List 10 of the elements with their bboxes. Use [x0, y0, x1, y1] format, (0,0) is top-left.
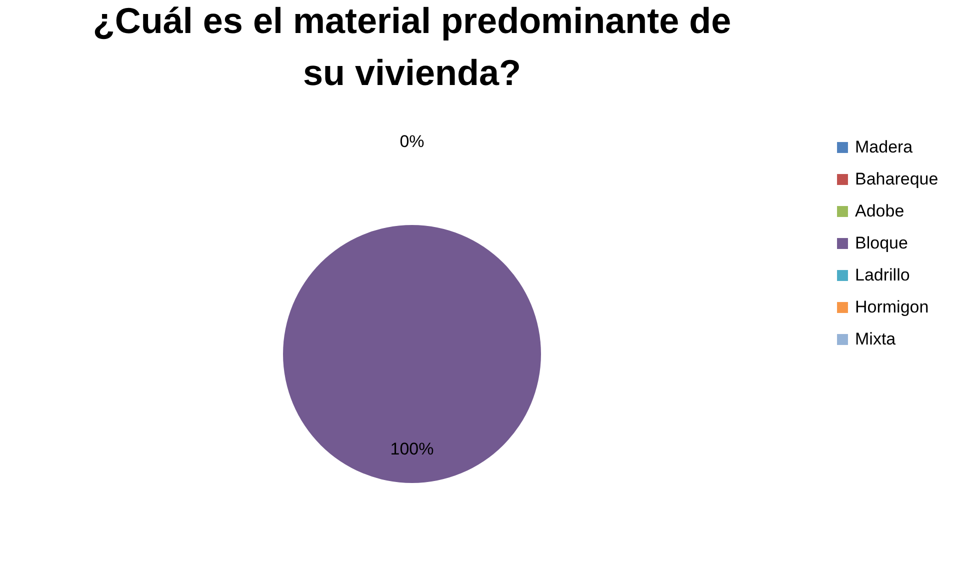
- data-label: 100%: [390, 439, 434, 458]
- legend-label: Bloque: [855, 234, 908, 252]
- chart-title: ¿Cuál es el material predominante de su vivienda?: [92, 0, 732, 93]
- text: 0%: [400, 132, 424, 151]
- legend-label: Hormigon: [855, 298, 929, 316]
- legend-label: Ladrillo: [855, 266, 910, 284]
- legend-label: Adobe: [855, 202, 904, 220]
- legend-label: Bahareque: [855, 170, 938, 188]
- legend-label: Madera: [855, 138, 914, 156]
- legend-label: Mixta: [855, 330, 896, 348]
